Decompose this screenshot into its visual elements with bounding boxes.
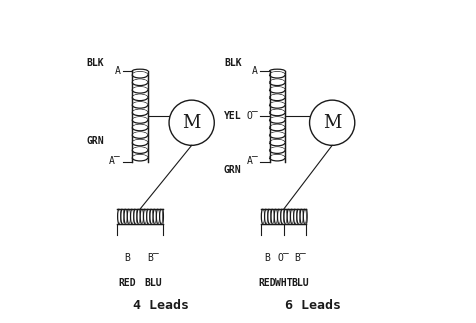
Ellipse shape xyxy=(299,209,302,224)
Ellipse shape xyxy=(149,209,152,224)
Ellipse shape xyxy=(297,209,299,224)
Ellipse shape xyxy=(147,209,149,224)
Ellipse shape xyxy=(132,125,147,130)
Ellipse shape xyxy=(132,79,147,85)
Text: A: A xyxy=(115,66,121,76)
Ellipse shape xyxy=(283,209,286,224)
Text: YEL: YEL xyxy=(224,111,241,121)
Ellipse shape xyxy=(153,209,156,224)
Ellipse shape xyxy=(137,209,139,224)
Text: 6 Leads: 6 Leads xyxy=(284,299,340,312)
Ellipse shape xyxy=(132,72,147,78)
Ellipse shape xyxy=(269,132,284,138)
Ellipse shape xyxy=(269,155,284,161)
Ellipse shape xyxy=(274,209,277,224)
Text: A̅: A̅ xyxy=(246,157,258,166)
Ellipse shape xyxy=(127,209,129,224)
Text: 4 Leads: 4 Leads xyxy=(133,299,188,312)
Ellipse shape xyxy=(287,209,289,224)
Text: B: B xyxy=(124,254,130,263)
Ellipse shape xyxy=(132,132,147,138)
Text: M: M xyxy=(322,114,341,132)
Ellipse shape xyxy=(269,87,284,93)
Ellipse shape xyxy=(121,209,123,224)
Text: WHT: WHT xyxy=(274,278,292,287)
Ellipse shape xyxy=(264,209,267,224)
Ellipse shape xyxy=(269,79,284,85)
Ellipse shape xyxy=(293,209,296,224)
Text: RED: RED xyxy=(118,278,136,287)
Ellipse shape xyxy=(269,72,284,78)
Ellipse shape xyxy=(303,209,306,224)
Ellipse shape xyxy=(270,209,273,224)
Ellipse shape xyxy=(269,117,284,123)
Text: BLK: BLK xyxy=(87,58,104,68)
Ellipse shape xyxy=(132,87,147,93)
Text: GRN: GRN xyxy=(87,136,104,145)
Ellipse shape xyxy=(277,209,279,224)
Text: BLK: BLK xyxy=(224,58,241,68)
Ellipse shape xyxy=(290,209,292,224)
Ellipse shape xyxy=(156,209,159,224)
Text: M: M xyxy=(182,114,200,132)
Text: A: A xyxy=(252,66,258,76)
Text: B̅: B̅ xyxy=(147,254,159,263)
Text: B̅: B̅ xyxy=(293,254,305,263)
Text: BLU: BLU xyxy=(144,278,161,287)
Ellipse shape xyxy=(280,209,283,224)
Text: A̅: A̅ xyxy=(109,157,121,166)
Ellipse shape xyxy=(118,209,120,224)
Ellipse shape xyxy=(124,209,127,224)
Ellipse shape xyxy=(132,94,147,100)
Ellipse shape xyxy=(261,209,263,224)
Ellipse shape xyxy=(269,125,284,130)
Ellipse shape xyxy=(143,209,146,224)
Ellipse shape xyxy=(140,209,143,224)
Text: O̅: O̅ xyxy=(246,111,258,121)
Ellipse shape xyxy=(269,147,284,153)
Text: O̅: O̅ xyxy=(277,254,289,263)
Ellipse shape xyxy=(269,94,284,100)
Ellipse shape xyxy=(132,102,147,108)
Ellipse shape xyxy=(132,109,147,116)
Ellipse shape xyxy=(269,140,284,146)
Ellipse shape xyxy=(132,155,147,161)
Text: B: B xyxy=(264,254,270,263)
Ellipse shape xyxy=(134,209,136,224)
Text: BLU: BLU xyxy=(290,278,308,287)
Ellipse shape xyxy=(159,209,162,224)
Ellipse shape xyxy=(269,102,284,108)
Ellipse shape xyxy=(132,117,147,123)
Text: GRN: GRN xyxy=(224,165,241,174)
Ellipse shape xyxy=(132,140,147,146)
Ellipse shape xyxy=(269,109,284,116)
Text: RED: RED xyxy=(258,278,276,287)
Ellipse shape xyxy=(130,209,133,224)
Ellipse shape xyxy=(268,209,270,224)
Ellipse shape xyxy=(132,147,147,153)
